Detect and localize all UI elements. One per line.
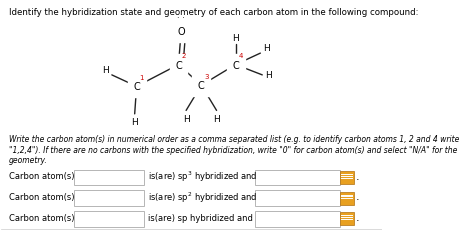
Text: .: . <box>356 191 359 201</box>
FancyBboxPatch shape <box>74 191 144 206</box>
FancyBboxPatch shape <box>74 170 144 185</box>
Text: .: . <box>356 212 359 222</box>
Text: is(are) sp$^2$ hybridized and: is(are) sp$^2$ hybridized and <box>148 189 258 204</box>
Text: 2: 2 <box>182 53 186 59</box>
Text: H: H <box>213 114 220 123</box>
FancyBboxPatch shape <box>339 213 354 225</box>
Text: · ·: · · <box>177 14 185 23</box>
Text: is(are) sp$^3$ hybridized and: is(are) sp$^3$ hybridized and <box>148 169 258 183</box>
Text: 3: 3 <box>204 73 209 79</box>
FancyBboxPatch shape <box>339 171 354 184</box>
Text: Carbon atom(s): Carbon atom(s) <box>9 213 74 222</box>
Text: Identify the hybridization state and geometry of each carbon atom in the followi: Identify the hybridization state and geo… <box>9 8 419 17</box>
Text: H: H <box>265 71 272 80</box>
Text: C: C <box>232 60 239 70</box>
Text: H: H <box>182 114 190 123</box>
Text: C: C <box>198 81 205 91</box>
Text: Write the carbon atom(s) in numerical order as a comma separated list (e.g. to i: Write the carbon atom(s) in numerical or… <box>9 135 459 164</box>
FancyBboxPatch shape <box>255 191 340 206</box>
Text: H: H <box>232 33 239 43</box>
Text: H: H <box>102 65 109 74</box>
FancyBboxPatch shape <box>74 211 144 227</box>
Text: 4: 4 <box>238 53 243 59</box>
Text: H: H <box>263 44 270 53</box>
Text: Carbon atom(s): Carbon atom(s) <box>9 192 74 201</box>
Text: is(are) sp hybridized and: is(are) sp hybridized and <box>148 213 253 222</box>
FancyBboxPatch shape <box>339 192 354 205</box>
Text: C: C <box>133 82 140 92</box>
FancyBboxPatch shape <box>255 170 340 185</box>
FancyBboxPatch shape <box>255 211 340 227</box>
Text: Carbon atom(s): Carbon atom(s) <box>9 171 74 180</box>
Text: H: H <box>131 118 138 127</box>
Text: 1: 1 <box>140 75 144 81</box>
Text: .: . <box>356 171 359 181</box>
Text: C: C <box>175 60 182 70</box>
Text: O: O <box>177 27 185 37</box>
